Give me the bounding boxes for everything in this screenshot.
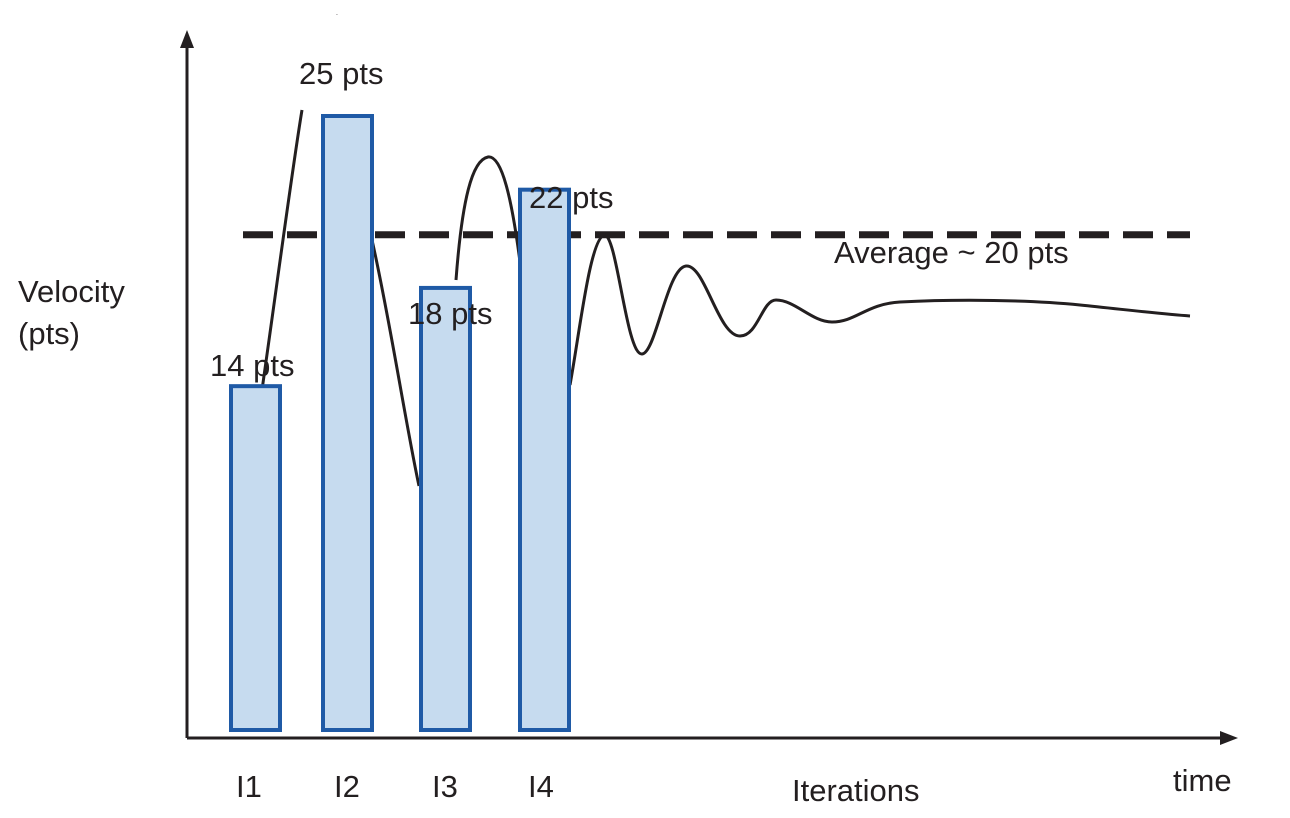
x-tick-label-i3: I3: [432, 769, 458, 804]
bar-i1: [229, 384, 282, 732]
velocity-oscillation-curve: [256, 14, 1191, 487]
bar-i4: [518, 187, 571, 732]
x-tick-label-i2: I2: [334, 769, 360, 804]
value-label-i4: 22 pts: [529, 180, 613, 215]
y-axis-label-line1: Velocity: [18, 274, 125, 309]
value-label-i3: 18 pts: [408, 296, 492, 331]
x-tick-label-i1: I1: [236, 769, 262, 804]
value-labels: 14 pts 25 pts 18 pts 22 pts: [210, 56, 613, 383]
x-axis-label: Iterations: [792, 773, 920, 808]
x-tick-label-i4: I4: [528, 769, 554, 804]
value-label-i2: 25 pts: [299, 56, 383, 91]
average-label: Average ~ 20 pts: [834, 235, 1069, 270]
y-axis-arrowhead: [180, 30, 194, 48]
value-label-i1: 14 pts: [210, 348, 294, 383]
y-axis-label-line2: (pts): [18, 316, 80, 351]
bar-i3: [419, 285, 472, 732]
x-axis-end-label: time: [1173, 763, 1232, 798]
x-axis-arrowhead: [1220, 731, 1238, 745]
bars: [229, 114, 571, 732]
bar-i2: [321, 114, 374, 732]
x-tick-labels: I1 I2 I3 I4: [236, 769, 554, 804]
